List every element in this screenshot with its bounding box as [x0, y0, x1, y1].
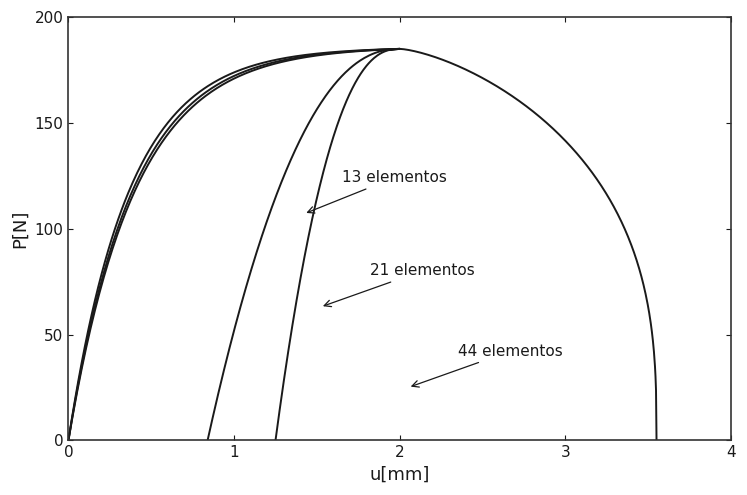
Text: 13 elementos: 13 elementos [308, 170, 447, 213]
X-axis label: u[mm]: u[mm] [370, 466, 430, 484]
Text: 21 elementos: 21 elementos [324, 263, 474, 306]
Y-axis label: P[N]: P[N] [11, 209, 29, 248]
Text: 44 elementos: 44 elementos [412, 344, 562, 387]
